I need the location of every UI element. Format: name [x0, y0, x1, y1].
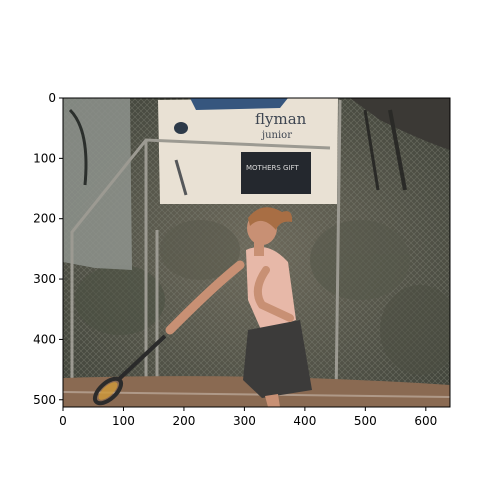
banner: flyman junior MOTHERS GIFT [158, 98, 338, 204]
banner-text-top: flyman [255, 110, 307, 128]
x-tick-label: 300 [233, 414, 256, 428]
x-tick-label: 500 [354, 414, 377, 428]
y-axis: 0 100 200 300 400 500 [33, 91, 63, 407]
x-tick-label: 200 [172, 414, 195, 428]
photo-image: flyman junior MOTHERS GIFT [63, 98, 460, 408]
banner-text-sub: junior [261, 130, 292, 141]
y-tick-label: 400 [33, 332, 56, 346]
y-tick-label: 500 [33, 393, 56, 407]
x-tick-label: 400 [293, 414, 316, 428]
y-tick-label: 100 [33, 151, 56, 165]
banner-sign [241, 152, 311, 194]
x-axis: 0 100 200 300 400 500 600 [59, 407, 437, 428]
y-tick-label: 200 [33, 212, 56, 226]
y-tick-label: 0 [48, 91, 56, 105]
x-tick-label: 600 [414, 414, 437, 428]
x-tick-label: 100 [112, 414, 135, 428]
x-tick-label: 0 [59, 414, 67, 428]
y-tick-label: 300 [33, 272, 56, 286]
banner-sign-text: MOTHERS GIFT [246, 164, 299, 172]
